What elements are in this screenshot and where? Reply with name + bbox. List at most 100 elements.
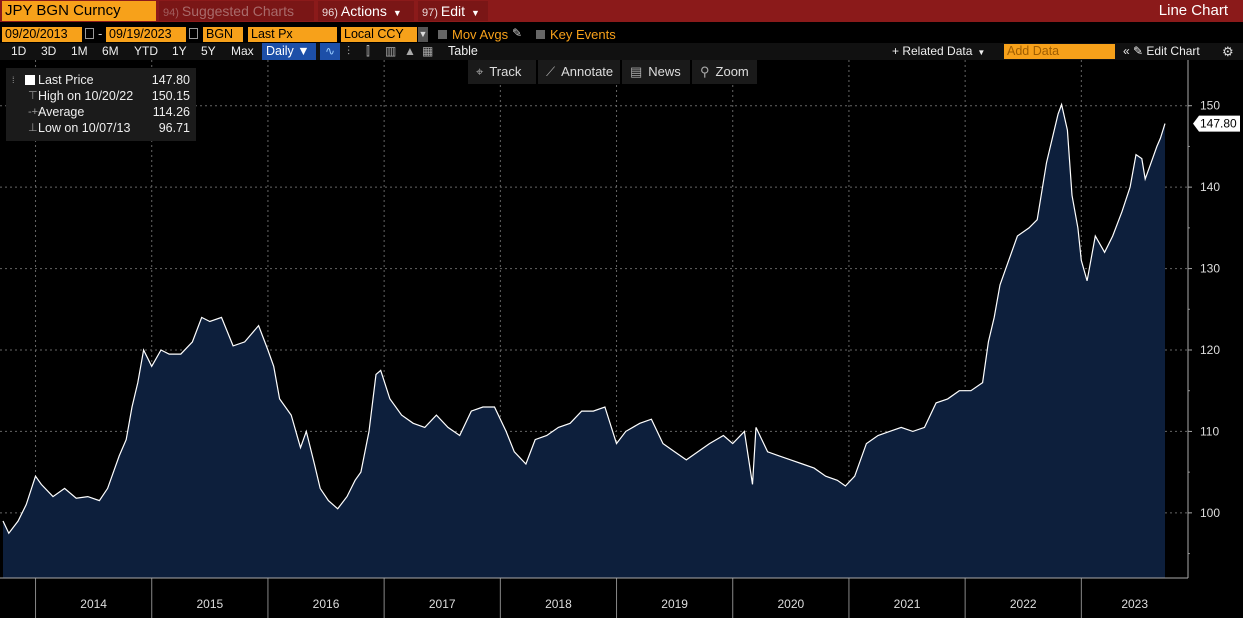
edit-number: 97) [422,7,438,19]
x-tick-label: 2021 [894,597,921,611]
mov-avgs-checkbox[interactable] [438,30,447,39]
news-icon: ▤ [630,64,643,79]
key-events-label: Key Events [550,27,616,42]
pencil-icon[interactable]: ✎ [512,26,523,40]
zoom-icon: ⚲ [700,64,710,79]
range-1y[interactable]: 1Y [172,44,187,58]
date-separator: - [98,26,103,41]
candle-chart-icon[interactable]: ⫿ [366,44,370,58]
annotate-icon: ⟋ [546,64,556,79]
end-calendar-icon[interactable] [189,28,198,39]
legend-average-label: Average [38,105,85,119]
news-label: News [648,64,681,79]
x-tick-label: 2022 [1010,597,1037,611]
frequency-caret-icon: ▼ [297,44,310,58]
price-line [2,102,1166,535]
edit-chart-button[interactable]: « ✎ Edit Chart [1123,43,1200,60]
last-price-tag-shape [1193,115,1240,132]
high-marker-icon: ⊤ [28,90,38,102]
range-5y[interactable]: 5Y [201,44,216,58]
range-toolbar: 1D 3D 1M 6M YTD 1Y 5Y Max Daily ▼ ∿ ⫶ ⫿ … [0,43,1243,60]
zoom-label: Zoom [715,64,749,79]
x-tick-label: 2018 [545,597,572,611]
legend-high: ⊤ High on 10/20/22 150.15 [6,88,196,104]
y-tick-label: 130 [1200,262,1220,276]
start-date-field[interactable]: 09/20/2013 [2,27,82,42]
annotate-button[interactable]: ⟋ Annotate [538,60,620,84]
y-tick-label: 150 [1200,99,1220,113]
legend-handle-icon: ⁞ [12,75,15,85]
suggested-charts-menu[interactable]: 94) Suggested Charts [159,1,314,21]
header-bar: JPY BGN Curncy 94) Suggested Charts 96) Ac… [0,0,1243,22]
frequency-label: Daily [266,44,294,58]
range-max[interactable]: Max [231,44,254,58]
y-axis: 100 110 120 130 140 150 [1187,60,1220,578]
range-ytd[interactable]: YTD [134,44,158,58]
legend-last-price-label: Last Price [38,73,94,87]
range-1d[interactable]: 1D [11,44,27,58]
legend-last-price[interactable]: ⁞ Last Price 147.80 [6,72,196,88]
range-6m[interactable]: 6M [102,44,119,58]
add-data-input[interactable]: Add Data [1004,44,1115,59]
bar-chart-icon[interactable]: ⫶ [347,44,351,58]
price-field[interactable]: Last Px [248,27,337,42]
mov-avgs-label: Mov Avgs [452,27,509,42]
y-tick-label: 120 [1200,343,1220,357]
range-1m[interactable]: 1M [71,44,88,58]
table-button[interactable]: Table [448,44,478,58]
gear-icon[interactable]: ⚙ [1222,44,1234,59]
source-field[interactable]: BGN [203,27,243,42]
related-data-menu[interactable]: + Related Data ▼ [892,43,985,61]
legend-box: ⁞ Last Price 147.80 ⊤ High on 10/20/22 1… [6,68,196,141]
legend-average-value: 114.26 [152,105,190,119]
chart-type-title: Line Chart [1158,2,1228,19]
x-tick-label: 2014 [80,597,107,611]
zoom-button[interactable]: ⚲ Zoom [692,60,757,84]
ticker-field[interactable]: JPY BGN Curncy [2,1,156,21]
average-marker-icon: -+- [28,106,42,118]
last-price-tag-label: 147.80 [1200,117,1237,131]
x-axis: 2014 2015 2016 2017 2018 2019 2020 2021 2022 2023 [0,577,1188,618]
line-chart-icon[interactable]: ∿ [320,43,340,60]
grid-icon[interactable]: ▦ [422,44,434,58]
currency-field[interactable]: Local CCY [341,27,417,42]
legend-high-value: 150.15 [151,89,190,103]
actions-menu[interactable]: 96) Actions ▼ [318,1,414,21]
x-tick-label: 2019 [661,597,688,611]
plus-icon: + [892,44,903,58]
x-tick-label: 2023 [1121,597,1148,611]
low-marker-icon: ⊥ [28,122,38,134]
edit-menu[interactable]: 97) Edit ▼ [418,1,488,21]
collapse-icon: « [1123,44,1134,58]
actions-number: 96) [322,7,338,19]
x-tick-label: 2017 [429,597,456,611]
edit-chart-label: Edit Chart [1146,44,1200,58]
frequency-dropdown[interactable]: Daily ▼ [262,43,316,60]
y-tick-label: 140 [1200,180,1220,194]
mountain-chart-icon[interactable]: ▲ [404,44,416,58]
key-events-checkbox[interactable] [536,30,545,39]
annotate-label: Annotate [561,64,614,79]
track-button[interactable]: ⌖ Track [468,60,536,84]
actions-caret-icon: ▼ [392,8,402,18]
y-tick-label: 100 [1200,506,1220,520]
currency-dropdown-icon[interactable]: ▼ [418,27,428,42]
y-tick-label: 110 [1200,424,1219,438]
suggested-charts-label: Suggested Charts [181,3,294,19]
legend-high-label: High on 10/20/22 [38,89,134,103]
edit-pencil-icon: ✎ [1133,44,1147,58]
range-3d[interactable]: 3D [41,44,57,58]
crosshair-icon: ⌖ [476,64,484,79]
x-tick-label: 2015 [196,597,223,611]
actions-label: Actions [340,3,387,19]
area-chart-icon[interactable]: ▥ [385,44,397,58]
end-date-field[interactable]: 09/19/2023 [106,27,186,42]
edit-caret-icon: ▼ [471,8,480,18]
start-calendar-icon[interactable] [85,28,94,39]
track-label: Track [489,64,522,79]
legend-average: -+- Average 114.26 [6,104,196,120]
news-button[interactable]: ▤ News [622,60,690,84]
edit-label: Edit [440,3,466,19]
legend-low-value: 96.71 [158,121,190,135]
